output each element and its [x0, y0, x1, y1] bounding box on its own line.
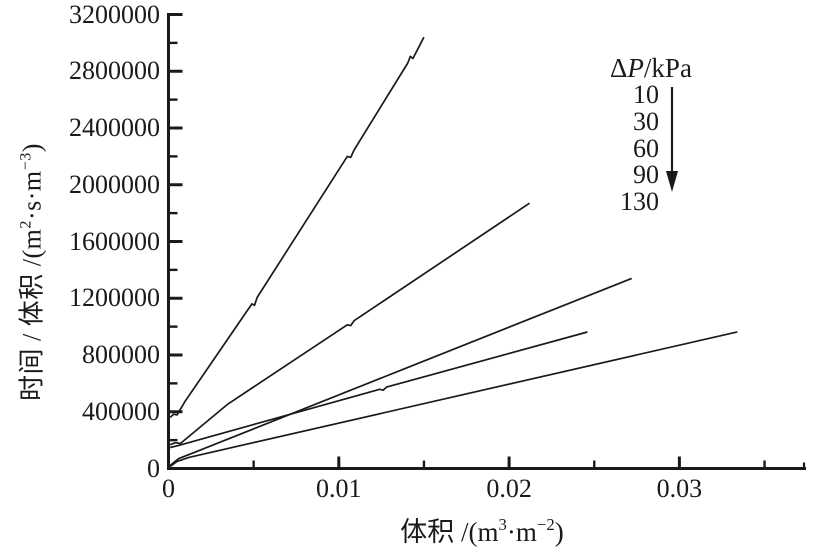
legend: 10 30 60 90 130 [592, 80, 659, 217]
axis-spines [167, 13, 806, 470]
y-tick-label: 0 [147, 453, 160, 483]
legend-entry: 10 [633, 80, 659, 109]
x-tick-label: 0.03 [656, 474, 703, 503]
legend-entry: 60 [633, 133, 659, 163]
x-tick-label: 0 [162, 474, 175, 503]
y-tick-label: 2000000 [69, 169, 160, 199]
y-tick-label: 1600000 [69, 226, 160, 256]
x-tick-label: 0.02 [486, 474, 532, 503]
legend-title: ΔP/kPa [610, 53, 692, 83]
data-line-130kPa [169, 331, 738, 468]
data-line-30kPa [169, 202, 530, 446]
y-tick-label: 800000 [82, 340, 160, 369]
x-tick-label: 0.01 [316, 474, 362, 503]
legend-entry: 30 [633, 106, 659, 136]
legend-entry: 90 [633, 160, 659, 190]
y-tick-label: 1200000 [69, 283, 160, 313]
data-line-10kPa [169, 36, 425, 419]
y-tick-label: 3200000 [69, 0, 160, 29]
y-tick-label: 2800000 [69, 56, 160, 86]
y-axis-label: 时间 / 体积 /(m2·s·m−3) [17, 143, 47, 401]
x-axis-label: 体积 /(m3·m−2) [400, 515, 564, 547]
data-line-60kPa [169, 277, 633, 467]
y-tick-label: 2400000 [69, 113, 160, 142]
y-tick-label: 400000 [82, 396, 160, 426]
data-line-90kPa [169, 331, 588, 449]
legend-arrow-head-icon [666, 171, 678, 192]
legend-entry: 130 [620, 187, 659, 217]
